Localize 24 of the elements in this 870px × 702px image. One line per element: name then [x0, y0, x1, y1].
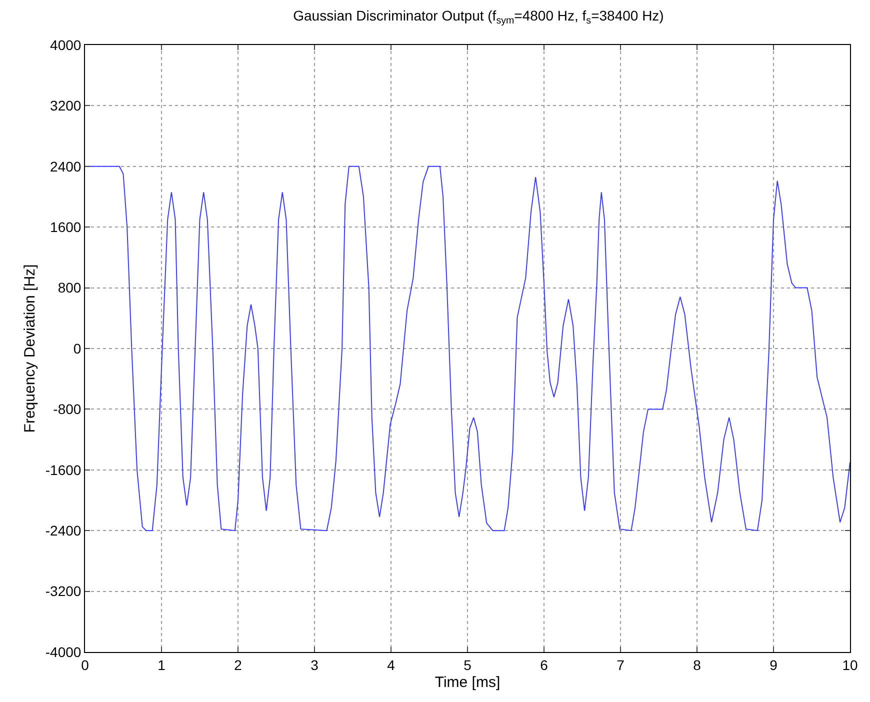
y-tick-label: 0: [73, 340, 82, 356]
y-tick-label: -3200: [45, 583, 82, 600]
x-tick-label: 3: [310, 656, 319, 673]
x-axis-title: Time [ms]: [434, 674, 500, 691]
y-tick-label: 1600: [50, 219, 82, 235]
y-axis-title: Frequency Deviation [Hz]: [22, 264, 39, 433]
y-tick-label: -800: [53, 401, 82, 418]
x-tick-label: 9: [770, 656, 778, 673]
x-tick-label: 1: [158, 656, 166, 673]
y-tick-label: -2400: [45, 522, 82, 538]
x-tick-label: 4: [387, 656, 396, 673]
x-tick-label: 2: [234, 656, 242, 673]
chart-title: Gaussian Discriminator Output (f$_{sym}$=4800 Hz, f$_{s}$=38400 Hz): [293, 7, 664, 26]
y-tick-label: 2400: [50, 158, 82, 174]
y-tick-label: 800: [58, 280, 82, 296]
x-tick-label: 7: [616, 656, 625, 673]
y-tick-label: 4000: [50, 36, 82, 53]
x-tick-label: 6: [540, 656, 548, 673]
x-tick-label: 10: [842, 656, 858, 673]
x-tick-label: 8: [693, 656, 702, 673]
y-tick-label: -1600: [45, 462, 82, 478]
y-tick-label: -4000: [45, 644, 82, 660]
y-tick-label: 3200: [50, 98, 82, 114]
x-tick-label: 5: [464, 656, 472, 673]
